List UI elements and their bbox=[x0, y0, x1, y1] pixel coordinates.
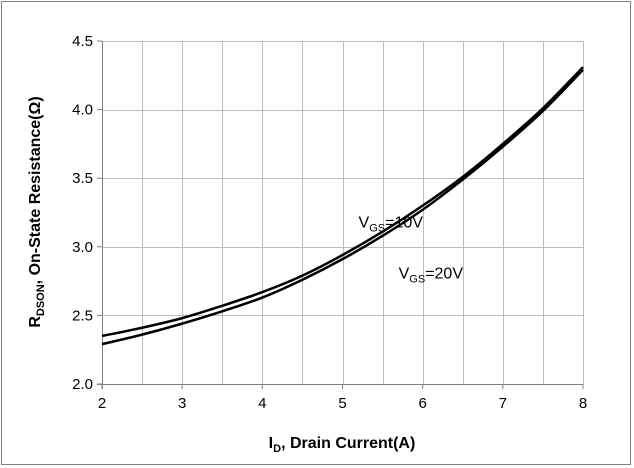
x-tick-label: 6 bbox=[418, 395, 426, 412]
x-tick-label: 7 bbox=[499, 395, 507, 412]
series-line-1 bbox=[101, 66, 584, 338]
y-tick-label: 4.0 bbox=[72, 102, 93, 119]
x-tick-label: 2 bbox=[98, 395, 106, 412]
x-tick-labels: 2 3 4 5 6 7 8 bbox=[98, 384, 587, 412]
x-tick-label: 4 bbox=[258, 395, 266, 412]
series-line-2 bbox=[101, 68, 584, 346]
y-tick-label: 2.0 bbox=[72, 376, 93, 393]
y-tick-label: 4.5 bbox=[72, 33, 93, 50]
x-tick-label: 3 bbox=[178, 395, 186, 412]
y-tick-labels: 2.0 2.5 3.0 3.5 4.0 4.5 bbox=[72, 33, 102, 393]
x-axis-title: ID, Drain Current(A) bbox=[269, 435, 416, 455]
x-tick-label: 5 bbox=[338, 395, 346, 412]
x-tick-label: 8 bbox=[579, 395, 587, 412]
series-annotation-1: VGS=10V bbox=[359, 215, 424, 235]
annotations: VGS=10V VGS=20V bbox=[359, 215, 464, 286]
grid bbox=[97, 41, 584, 389]
series-annotation-2: VGS=20V bbox=[399, 265, 464, 285]
y-tick-label: 2.5 bbox=[72, 307, 93, 324]
y-axis-title: RDSON, On-State Resistance(Ω) bbox=[27, 96, 47, 327]
y-tick-label: 3.0 bbox=[72, 239, 93, 256]
y-tick-label: 3.5 bbox=[72, 170, 93, 187]
series-lines bbox=[101, 66, 584, 346]
